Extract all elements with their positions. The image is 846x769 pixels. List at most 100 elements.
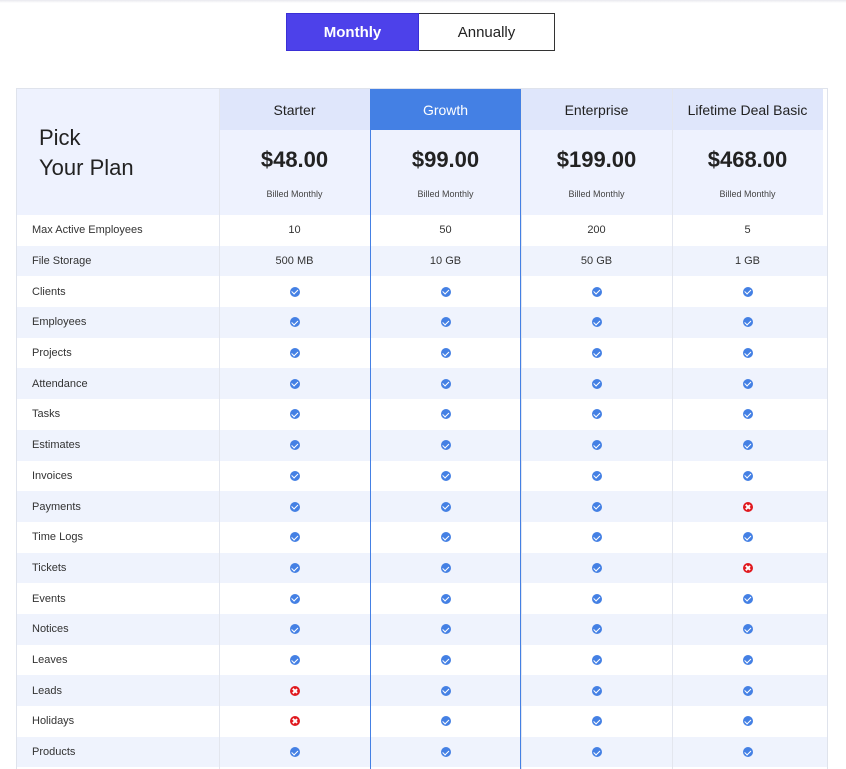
check-icon	[289, 440, 300, 451]
feature-label: Products	[32, 746, 76, 759]
pick-plan-heading: Pick Your Plan	[39, 123, 134, 183]
check-icon	[742, 409, 753, 420]
feature-cell	[672, 338, 823, 369]
feature-value: 1 GB	[734, 255, 761, 268]
feature-cell	[370, 430, 521, 461]
check-icon	[742, 532, 753, 543]
feature-cell	[219, 645, 370, 676]
plan-name: Enterprise	[521, 89, 672, 130]
feature-cell	[521, 338, 672, 369]
check-icon	[289, 562, 300, 573]
check-icon	[591, 654, 602, 665]
cross-icon	[289, 685, 300, 696]
annually-button[interactable]: Annually	[419, 13, 555, 51]
feature-label: Estimates	[32, 439, 81, 452]
check-icon	[742, 286, 753, 297]
check-icon	[289, 654, 300, 665]
check-icon	[440, 685, 451, 696]
pick-plan-cell: Pick Your Plan	[17, 89, 219, 215]
check-icon	[742, 716, 753, 727]
feature-label: Time Logs	[32, 531, 83, 544]
feature-row: Leads	[17, 675, 827, 706]
feature-label: Tickets	[32, 561, 67, 574]
feature-row: Payments	[17, 491, 827, 522]
feature-label: File Storage	[32, 255, 92, 268]
cross-icon	[742, 562, 753, 573]
check-icon	[289, 317, 300, 328]
pricing-header: Pick Your Plan Starter $48.00 Billed Month…	[17, 89, 827, 215]
monthly-button[interactable]: Monthly	[286, 13, 419, 51]
check-icon	[591, 378, 602, 389]
feature-cell	[672, 491, 823, 522]
feature-row: Clients	[17, 276, 827, 307]
feature-cell	[219, 307, 370, 338]
feature-cell	[370, 399, 521, 430]
feature-cell	[370, 276, 521, 307]
check-icon	[440, 317, 451, 328]
feature-value: 200	[587, 224, 606, 237]
feature-value: 500 MB	[275, 255, 314, 268]
feature-cell	[370, 737, 521, 768]
feature-label: Attendance	[32, 377, 88, 390]
check-icon	[591, 317, 602, 328]
feature-row: Estimates	[17, 429, 827, 461]
feature-cell	[521, 307, 672, 338]
feature-cell	[219, 522, 370, 553]
check-icon	[440, 501, 451, 512]
feature-cell	[370, 491, 521, 522]
feature-cell	[672, 276, 823, 307]
feature-cell	[672, 614, 823, 645]
check-icon	[289, 286, 300, 297]
check-icon	[742, 685, 753, 696]
feature-cell	[370, 368, 521, 399]
feature-label: Max Active Employees	[32, 224, 143, 237]
check-icon	[440, 286, 451, 297]
feature-cell	[672, 461, 823, 492]
feature-cell	[521, 614, 672, 645]
column-divider	[672, 89, 673, 769]
cross-icon	[289, 716, 300, 727]
plan-name: Growth	[370, 89, 521, 130]
feature-label: Clients	[32, 285, 66, 298]
feature-value: 5	[744, 224, 751, 237]
check-icon	[289, 348, 300, 359]
feature-cell	[219, 737, 370, 768]
feature-cell	[219, 338, 370, 369]
feature-cell	[219, 399, 370, 430]
check-icon	[591, 348, 602, 359]
feature-cell	[219, 675, 370, 706]
check-icon	[440, 378, 451, 389]
check-icon	[440, 624, 451, 635]
check-icon	[591, 747, 602, 758]
billing-toggle: Monthly Annually	[286, 13, 555, 51]
check-icon	[591, 593, 602, 604]
feature-cell	[219, 614, 370, 645]
feature-label: Projects	[32, 347, 72, 360]
feature-cell	[672, 737, 823, 768]
feature-cell	[370, 522, 521, 553]
feature-cell	[219, 583, 370, 614]
check-icon	[591, 716, 602, 727]
check-icon	[440, 654, 451, 665]
column-divider	[521, 89, 522, 769]
top-shadow	[0, 0, 846, 3]
feature-cell	[370, 675, 521, 706]
check-icon	[742, 378, 753, 389]
feature-row: Invoices	[17, 461, 827, 492]
check-icon	[591, 562, 602, 573]
feature-cell	[521, 645, 672, 676]
cross-icon	[742, 501, 753, 512]
check-icon	[440, 348, 451, 359]
feature-cell	[219, 491, 370, 522]
feature-cell	[370, 553, 521, 584]
feature-cell	[521, 430, 672, 461]
check-icon	[591, 470, 602, 481]
check-icon	[289, 624, 300, 635]
feature-label: Payments	[32, 500, 81, 513]
feature-label: Events	[32, 592, 66, 605]
feature-label: Leaves	[32, 653, 68, 666]
feature-cell	[521, 461, 672, 492]
feature-row: Projects	[17, 338, 827, 369]
feature-cell	[370, 461, 521, 492]
feature-cell	[219, 368, 370, 399]
